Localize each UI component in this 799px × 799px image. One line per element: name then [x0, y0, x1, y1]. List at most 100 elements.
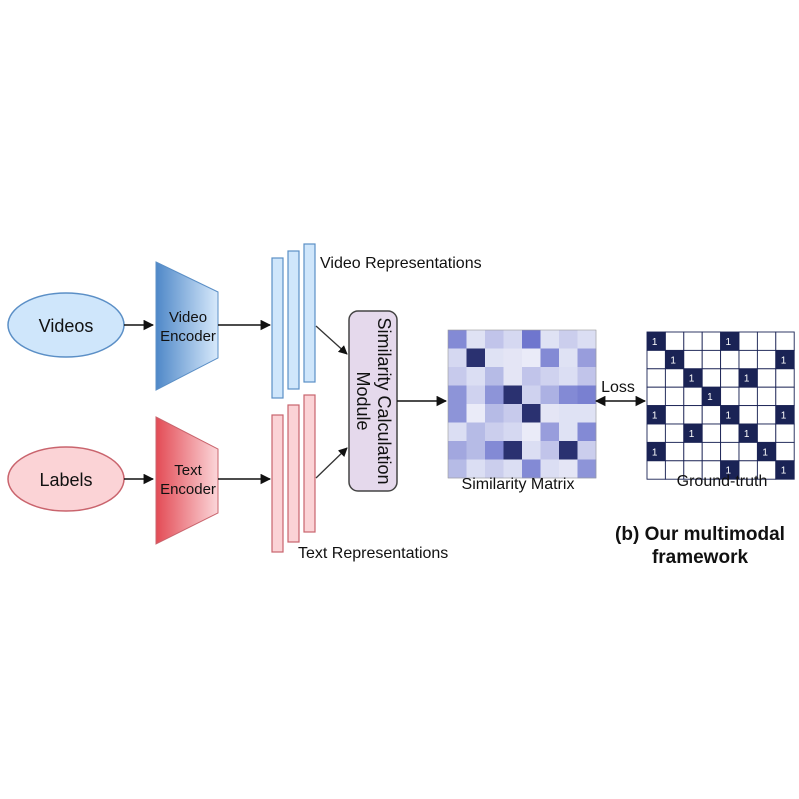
similarity-cell: [466, 367, 486, 386]
similarity-cell: [485, 385, 504, 405]
ground-truth-value: 1: [762, 447, 768, 458]
similarity-cell: [540, 422, 560, 442]
ground-truth-value: 1: [670, 355, 676, 366]
similarity-matrix: [447, 329, 597, 479]
video-rep-bar: [303, 243, 316, 383]
similarity-cell: [503, 422, 523, 442]
ground-truth-cell: [701, 331, 722, 351]
ground-truth-cell: [720, 386, 740, 407]
caption-line1: (b) Our multimodal: [615, 524, 785, 545]
ground-truth-value: 1: [744, 374, 750, 385]
similarity-cell: [448, 385, 467, 405]
similarity-cell: [503, 404, 523, 423]
ground-truth-cell: [646, 460, 666, 480]
ground-truth-matrix: 1 1 1 1 1 1 1 1 1 1 1 1 1 1 1 1: [646, 331, 795, 480]
similarity-cell: [559, 459, 578, 479]
video-rep-bar: [271, 257, 284, 399]
similarity-cell: [485, 441, 504, 460]
ground-truth-cell: [683, 349, 703, 370]
ground-truth-cell: [775, 331, 795, 351]
similarity-cell: [522, 330, 541, 349]
similarity-cell: [540, 385, 560, 405]
similarity-cell: [522, 441, 541, 460]
similarity-cell: [503, 330, 523, 349]
video-rep-bar: [287, 250, 300, 390]
ground-truth-cell: [738, 331, 758, 351]
similarity-cell: [522, 367, 541, 386]
text-rep-bar: [287, 404, 300, 543]
ground-truth-cell: [683, 331, 703, 351]
ground-truth-value: 1: [726, 337, 732, 348]
ground-truth-cell: [701, 423, 722, 443]
video-representations: [271, 243, 316, 399]
ground-truth-cell: [756, 331, 777, 351]
loss-label: Loss: [601, 379, 635, 396]
similarity-cell: [577, 367, 597, 386]
text-encoder: Text Encoder: [155, 416, 219, 545]
similarity-cell: [577, 459, 597, 479]
videos-label: Videos: [39, 316, 94, 336]
ground-truth-cell: [775, 386, 795, 407]
ground-truth-cell: [701, 441, 722, 462]
similarity-cell: [485, 404, 504, 423]
arrow-text-reps-to-module: [315, 447, 348, 479]
ground-truth-cell: [756, 423, 777, 443]
caption-line2: framework: [652, 547, 749, 568]
ground-truth-value: 1: [652, 337, 658, 348]
similarity-cell: [448, 459, 467, 479]
ground-truth-value: 1: [781, 355, 787, 366]
ground-truth-value: 1: [689, 429, 695, 440]
similarity-cell: [503, 385, 523, 405]
similarity-cell: [448, 404, 467, 423]
similarity-cell: [503, 459, 523, 479]
similarity-cell: [559, 330, 578, 349]
similarity-cell: [485, 330, 504, 349]
ground-truth-label: Ground-truth: [677, 473, 768, 490]
similarity-cell: [503, 441, 523, 460]
similarity-cell: [466, 404, 486, 423]
ground-truth-cell: [756, 405, 777, 425]
similarity-cell: [577, 422, 597, 442]
similarity-cell: [559, 422, 578, 442]
ground-truth-cell: [646, 423, 666, 443]
ground-truth-cell: [756, 349, 777, 370]
ground-truth-cell: [664, 368, 685, 388]
similarity-cell: [466, 348, 486, 368]
ground-truth-value: 1: [781, 466, 787, 477]
ground-truth-cell: [664, 441, 685, 462]
ground-truth-cell: [720, 368, 740, 388]
similarity-cell: [466, 459, 486, 479]
ground-truth-cell: [756, 386, 777, 407]
text-encoder-line2: Encoder: [160, 481, 216, 498]
similarity-cell: [559, 385, 578, 405]
labels-node: Labels: [7, 446, 125, 512]
ground-truth-cell: [701, 349, 722, 370]
similarity-cell: [485, 422, 504, 442]
ground-truth-cell: [775, 460, 795, 480]
ground-truth-cell: [664, 423, 685, 443]
similarity-cell: [540, 330, 560, 349]
text-rep-bar: [271, 414, 284, 553]
similarity-cell: [559, 441, 578, 460]
ground-truth-value: 1: [652, 411, 658, 422]
text-rep-bar: [303, 394, 316, 533]
similarity-cell: [540, 367, 560, 386]
ground-truth-cell: [738, 441, 758, 462]
similarity-cell: [466, 385, 486, 405]
ground-truth-value: 1: [707, 392, 713, 403]
similarity-cell: [577, 330, 597, 349]
ground-truth-cell: [720, 423, 740, 443]
text-encoder-line1: Text: [174, 462, 202, 479]
similarity-cell: [448, 330, 467, 349]
similarity-cell: [522, 422, 541, 442]
similarity-cell: [503, 367, 523, 386]
text-representations: [271, 394, 316, 553]
similarity-cell: [540, 459, 560, 479]
ground-truth-cell: [701, 405, 722, 425]
ground-truth-cell: [646, 386, 666, 407]
video-encoder: Video Encoder: [155, 261, 219, 391]
similarity-matrix-label: Similarity Matrix: [462, 476, 575, 493]
ground-truth-cell: [664, 331, 685, 351]
similarity-cell: [485, 348, 504, 368]
